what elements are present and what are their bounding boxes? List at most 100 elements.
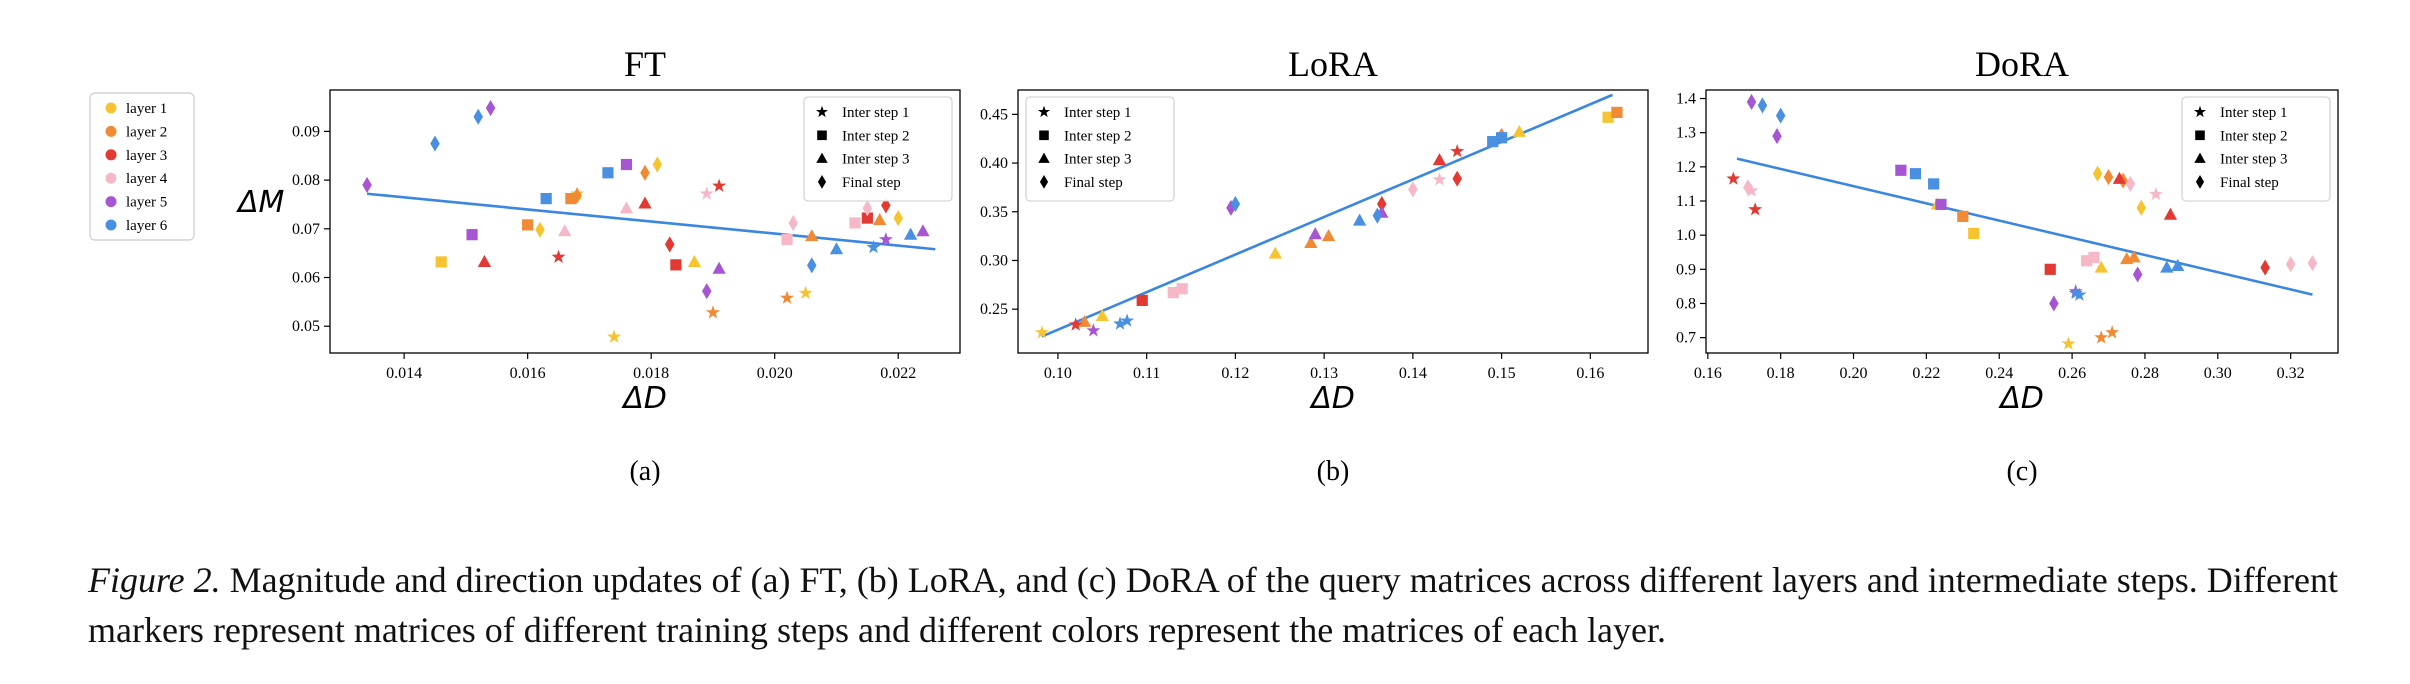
y-tick-label: 0.08 — [292, 172, 320, 189]
data-point — [699, 186, 714, 200]
data-point — [2112, 171, 2127, 184]
layer-legend-swatch — [105, 125, 117, 137]
y-tick-label: 1.1 — [1676, 193, 1696, 210]
data-point — [1743, 179, 1753, 196]
y-tick-label: 0.07 — [292, 221, 320, 238]
data-point — [522, 219, 534, 231]
marker-legend-label: Inter step 3 — [842, 152, 909, 168]
y-tick-label: 0.40 — [980, 155, 1008, 172]
data-point — [2163, 207, 2178, 220]
data-point — [638, 196, 652, 209]
marker-legend-label: Inter step 2 — [2220, 128, 2287, 144]
data-point — [712, 178, 727, 192]
x-tick-label: 0.22 — [1912, 365, 1940, 382]
data-point — [1068, 317, 1083, 331]
subfigure-label: (a) — [629, 456, 660, 487]
data-point — [485, 99, 496, 117]
data-point — [540, 193, 552, 205]
marker-legend-label: Inter step 1 — [1064, 105, 1131, 121]
data-point — [1432, 172, 1447, 186]
figure-caption-label: Figure 2. — [88, 560, 221, 600]
data-point — [1495, 132, 1508, 144]
data-point — [2049, 295, 2059, 312]
layer-legend-label: layer 5 — [126, 195, 167, 211]
data-point — [1895, 164, 1907, 176]
data-point — [362, 176, 372, 194]
marker-legend-frame — [803, 96, 953, 202]
x-tick-label: 0.30 — [2204, 365, 2232, 382]
data-point — [712, 261, 726, 274]
data-point — [572, 187, 582, 204]
data-point — [788, 214, 798, 232]
x-tick-label: 0.16 — [1576, 365, 1604, 382]
data-point — [2260, 259, 2270, 276]
layer-legend-label: layer 1 — [126, 101, 167, 117]
data-point — [2136, 199, 2147, 216]
data-points — [362, 99, 930, 343]
data-point — [893, 210, 903, 227]
marker-legend-frame — [1025, 96, 1175, 202]
marker-legend-label: Final step — [842, 175, 901, 191]
data-point — [780, 290, 795, 304]
data-points — [1034, 106, 1623, 339]
x-tick-label: 0.014 — [386, 365, 422, 382]
data-point — [1308, 227, 1322, 240]
marker-legend-frame — [2181, 96, 2331, 202]
x-tick-label: 0.020 — [757, 365, 793, 382]
data-point — [1268, 246, 1282, 259]
marker-legend-label: Inter step 2 — [1064, 128, 1131, 144]
data-point — [705, 305, 720, 319]
marker-legend-label: Inter step 3 — [2220, 152, 2287, 168]
chart-title: FT — [624, 44, 666, 84]
x-tick-label: 0.018 — [633, 365, 669, 382]
data-point — [862, 200, 873, 217]
data-point — [1352, 213, 1367, 226]
chart-title: LoRA — [1288, 44, 1378, 84]
data-point — [805, 229, 819, 242]
data-point — [2171, 258, 2185, 271]
data-point — [2103, 169, 2114, 186]
figure-caption: Figure 2. Magnitude and direction update… — [88, 555, 2358, 655]
data-point — [2125, 175, 2136, 192]
y-tick-label: 1.4 — [1676, 91, 1696, 108]
data-point — [2285, 256, 2296, 273]
data-point — [2307, 255, 2318, 272]
figure-panels: FT 0.014 0.016 0.018 0.020 0.022 0.05 0.06 0.07 0… — [236, 44, 2339, 487]
data-point — [1928, 178, 1940, 190]
x-tick-label: 0.16 — [1694, 365, 1722, 382]
data-point — [664, 236, 675, 253]
data-point — [1321, 229, 1336, 242]
marker-legend: Inter step 1 Inter step 2 Inter step 3 Fina… — [803, 96, 953, 202]
marker-legend-symbol — [816, 105, 828, 118]
marker-legend-symbol — [2194, 152, 2206, 163]
marker-legend-label: Final step — [1064, 175, 1123, 191]
data-point — [1726, 171, 1741, 185]
data-point — [551, 249, 566, 263]
data-point — [1748, 202, 1763, 216]
x-axis-label: ΔD — [621, 381, 667, 416]
data-point — [1176, 283, 1188, 295]
data-point — [477, 254, 492, 267]
x-tick-label: 0.13 — [1310, 365, 1338, 382]
data-point — [878, 232, 893, 246]
y-tick-label: 1.0 — [1676, 227, 1696, 244]
layer-legend-swatch — [105, 102, 117, 114]
data-point — [1086, 323, 1101, 337]
x-tick-label: 0.28 — [2131, 365, 2159, 382]
data-point — [861, 212, 873, 224]
data-point — [2160, 260, 2174, 273]
data-point — [466, 229, 478, 241]
y-tick-label: 0.35 — [980, 204, 1008, 221]
plot-frame — [1017, 89, 1649, 354]
data-point — [1968, 227, 1980, 240]
plot-frame — [329, 89, 961, 354]
x-axis-label: ΔD — [1309, 381, 1355, 416]
plot-frame — [1705, 89, 2339, 354]
x-tick-label: 0.18 — [1767, 365, 1795, 382]
y-tick-label: 0.9 — [1676, 261, 1696, 278]
y-tick-label: 0.7 — [1676, 330, 1696, 347]
data-point — [2044, 263, 2056, 275]
y-tick-label: 0.45 — [980, 106, 1008, 123]
marker-legend-symbol — [1039, 175, 1049, 189]
y-tick-label: 0.05 — [292, 318, 320, 335]
